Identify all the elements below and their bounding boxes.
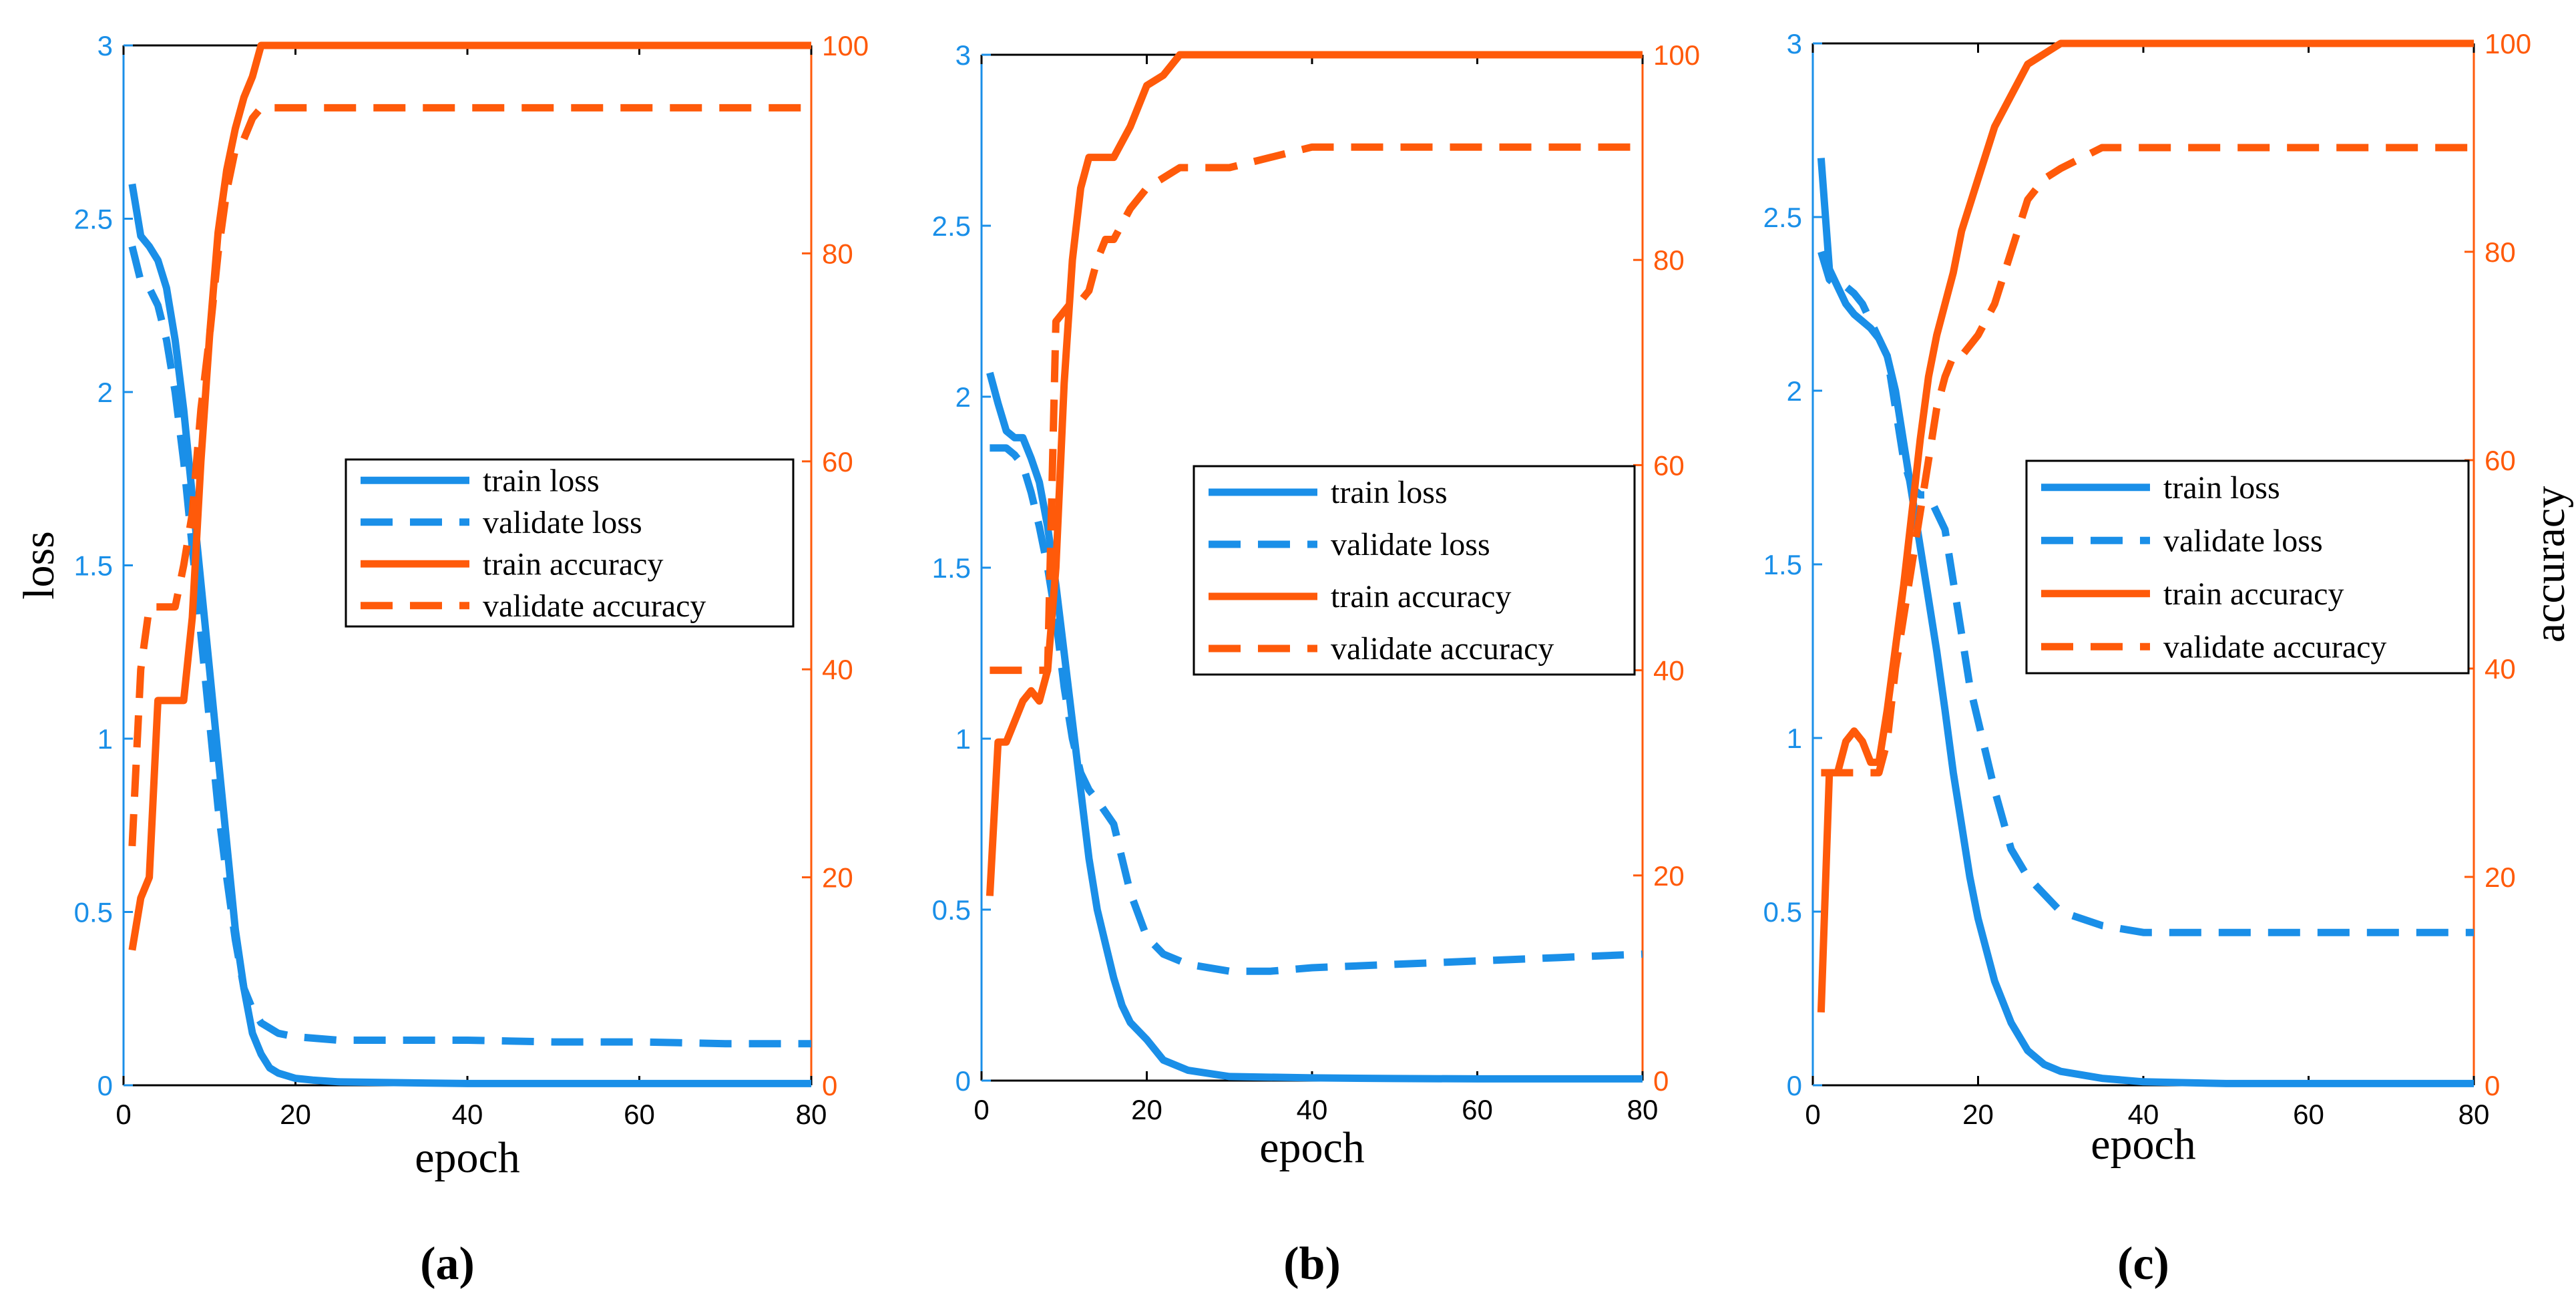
y-left-tick-label: 2.5 — [932, 210, 971, 242]
y-left-axis-label: loss — [15, 531, 63, 600]
legend-box — [1193, 465, 1636, 676]
legend-entry-label: train loss — [2163, 470, 2280, 506]
chart-panel-b: 0 20 40 60 8000.511.522.53020406080100epocht… — [932, 39, 1700, 1290]
chart-panel-c: 0 20 40 60 8000.511.522.53020406080100epocha… — [1763, 28, 2574, 1290]
y-right-tick-label: 20 — [2485, 862, 2516, 893]
series-line-train-loss — [1817, 158, 2474, 1087]
legend-entry-label: train accuracy — [2163, 576, 2344, 612]
x-tick-label: 0 — [1805, 1099, 1820, 1130]
series-line-train-accuracy — [1817, 39, 2474, 1012]
y-left-tick-label: 3 — [955, 39, 971, 71]
x-tick-label: 80 — [796, 1099, 827, 1130]
x-tick-label: 20 — [1131, 1094, 1162, 1125]
legend-entry-label: validate accuracy — [1331, 631, 1554, 667]
y-right-tick-label: 60 — [1653, 449, 1685, 481]
y-right-tick-label: 80 — [822, 238, 853, 269]
y-left-tick-label: 2 — [97, 377, 113, 408]
y-right-tick-label: 80 — [2485, 236, 2516, 268]
y-left-tick-label: 2 — [955, 381, 971, 413]
series-line-validate-loss — [1817, 250, 2474, 936]
y-right-tick-label: 40 — [822, 654, 853, 685]
x-tick-label: 60 — [2293, 1099, 2324, 1130]
y-left-tick-label: 2.5 — [1763, 202, 1802, 233]
x-tick-label: 80 — [2458, 1099, 2490, 1130]
x-tick-label: 80 — [1627, 1094, 1659, 1125]
y-left-tick-label: 1.5 — [932, 552, 971, 584]
x-tick-label: 20 — [280, 1099, 311, 1130]
legend: train loss validate loss train accuracy val… — [1193, 465, 1636, 676]
y-right-tick-label: 20 — [822, 862, 853, 894]
x-tick-label: 0 — [974, 1094, 989, 1125]
legend-box — [345, 458, 795, 628]
y-left-tick-label: 1 — [955, 723, 971, 755]
y-left-tick-label: 0 — [1787, 1070, 1802, 1101]
chart-caption: (a) — [420, 1238, 475, 1290]
series-line-validate-accuracy — [1821, 144, 2474, 777]
legend-entry-label: train loss — [1331, 475, 1448, 510]
y-left-tick-label: 1 — [97, 723, 113, 755]
y-left-tick-label: 1.5 — [1763, 549, 1802, 580]
y-right-tick-label: 20 — [1653, 860, 1685, 892]
legend-entry-label: validate loss — [1331, 527, 1490, 562]
x-tick-label: 60 — [624, 1099, 655, 1130]
series-line-train-accuracy — [986, 51, 1643, 896]
y-right-tick-label: 40 — [2485, 653, 2516, 685]
y-left-tick-label: 2 — [1787, 375, 1802, 407]
x-axis-label: epoch — [2091, 1120, 2196, 1169]
y-right-tick-label: 100 — [1653, 39, 1700, 71]
legend-entry-label: train accuracy — [483, 546, 663, 582]
y-left-tick-label: 3 — [97, 30, 113, 61]
x-tick-label: 40 — [452, 1099, 483, 1130]
legend-entry-label: validate loss — [483, 505, 642, 540]
legend-box — [2025, 459, 2470, 675]
y-right-axis-label: accuracy — [2525, 486, 2574, 642]
y-right-tick-label: 80 — [1653, 244, 1685, 276]
y-left-tick-label: 0.5 — [932, 894, 971, 926]
y-left-tick-label: 3 — [1787, 28, 1802, 59]
y-right-tick-label: 40 — [1653, 655, 1685, 687]
x-tick-label: 20 — [1962, 1099, 1994, 1130]
series-line-train-loss — [986, 371, 1643, 1083]
series-line-validate-accuracy — [128, 104, 811, 847]
series-line-validate-loss — [990, 444, 1643, 975]
chart-panel-a: 0 20 40 60 8000.511.522.53020406080100epochl… — [15, 30, 869, 1290]
y-right-tick-label: 100 — [822, 30, 869, 61]
y-right-tick-label: 0 — [2485, 1070, 2500, 1101]
series-line-validate-loss — [128, 245, 811, 1048]
legend-entry-label: train loss — [483, 463, 600, 498]
y-left-tick-label: 0.5 — [74, 897, 113, 928]
x-tick-label: 40 — [2128, 1099, 2159, 1130]
y-right-tick-label: 60 — [822, 446, 853, 478]
y-left-tick-label: 0 — [97, 1070, 113, 1101]
x-tick-label: 60 — [1462, 1094, 1493, 1125]
x-tick-label: 0 — [116, 1099, 131, 1130]
legend-entry-label: validate accuracy — [2163, 629, 2386, 665]
y-right-tick-label: 0 — [822, 1070, 837, 1101]
legend-entry-label: validate accuracy — [483, 588, 706, 624]
series-line-validate-accuracy — [990, 143, 1643, 675]
y-left-tick-label: 2.5 — [74, 204, 113, 235]
y-right-tick-label: 60 — [2485, 445, 2516, 476]
chart-caption: (b) — [1283, 1238, 1341, 1290]
legend: train loss validate loss train accuracy val… — [2025, 459, 2470, 675]
y-left-tick-label: 1 — [1787, 723, 1802, 754]
legend-entry-label: validate loss — [2163, 523, 2323, 558]
y-right-tick-label: 100 — [2485, 28, 2531, 59]
y-left-tick-label: 0 — [955, 1065, 971, 1097]
y-right-tick-label: 0 — [1653, 1065, 1669, 1097]
x-axis-label: epoch — [415, 1133, 520, 1182]
x-tick-label: 40 — [1297, 1094, 1328, 1125]
x-axis-label: epoch — [1259, 1123, 1365, 1172]
y-left-tick-label: 0.5 — [1763, 896, 1802, 928]
legend: train loss validate loss train accuracy val… — [345, 458, 795, 628]
legend-entry-label: train accuracy — [1331, 579, 1511, 614]
chart-caption: (c) — [2117, 1238, 2169, 1290]
y-left-tick-label: 1.5 — [74, 550, 113, 582]
